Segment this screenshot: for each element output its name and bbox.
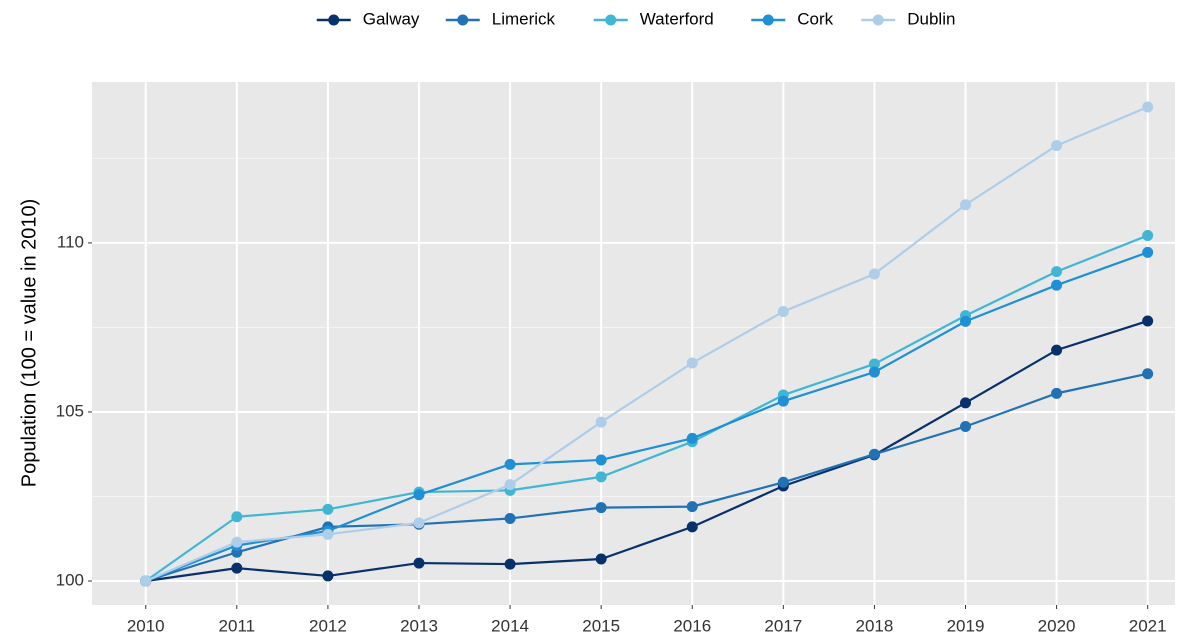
data-point (777, 306, 789, 318)
data-point (595, 454, 607, 466)
data-point (413, 489, 425, 501)
data-point (413, 557, 425, 569)
y-axis-label: Population (100 = value in 2010) (18, 199, 40, 488)
data-point (322, 570, 334, 582)
data-point (960, 420, 972, 432)
data-point (413, 517, 425, 529)
data-point (595, 502, 607, 514)
data-point (1142, 246, 1154, 258)
data-point (686, 432, 698, 444)
data-point (777, 395, 789, 407)
data-point (595, 416, 607, 428)
data-point (1051, 279, 1063, 291)
data-point (686, 521, 698, 533)
data-point (322, 528, 334, 540)
legend-marker (762, 14, 774, 26)
series-line (145, 106, 1149, 583)
data-point (1051, 387, 1063, 399)
x-tick-label: 2016 (673, 616, 711, 635)
x-tick-label: 2017 (764, 616, 802, 635)
plot-background (92, 82, 1175, 605)
x-tick-label: 2012 (309, 616, 347, 635)
x-tick-label: 2011 (219, 616, 256, 635)
data-point (686, 357, 698, 369)
series-line (145, 372, 1148, 583)
data-point (1051, 266, 1063, 278)
data-point (231, 511, 243, 523)
series-line (145, 319, 1149, 583)
data-point (1051, 140, 1063, 152)
data-point (1142, 315, 1154, 327)
legend-label: Limerick (492, 9, 556, 28)
data-point (868, 448, 880, 460)
data-point (777, 476, 789, 488)
data-point (1142, 101, 1154, 113)
legend-label: Galway (363, 9, 420, 28)
x-tick-label: 2020 (1038, 616, 1076, 635)
data-point (140, 575, 152, 587)
y-tick-label: 105 (56, 401, 84, 420)
data-point (868, 268, 880, 280)
data-point (504, 512, 516, 524)
y-tick-label: 110 (57, 232, 84, 251)
x-tick-label: 2013 (400, 616, 438, 635)
data-point (1142, 229, 1154, 241)
legend-label: Dublin (907, 9, 955, 28)
x-tick-label: 2015 (582, 616, 620, 635)
series-line (145, 234, 1149, 582)
data-point (1051, 344, 1063, 356)
legend-label: Cork (797, 9, 833, 28)
x-tick-label: 2019 (947, 616, 985, 635)
x-tick-label: 2010 (127, 616, 165, 635)
y-tick-label: 100 (56, 570, 84, 589)
data-point (231, 562, 243, 574)
x-tick-label: 2021 (1129, 616, 1167, 635)
x-tick-label: 2018 (856, 616, 894, 635)
data-point (595, 471, 607, 483)
data-point (322, 503, 334, 515)
data-point (960, 199, 972, 211)
legend-label: Waterford (640, 9, 714, 28)
legend-marker (457, 14, 469, 26)
series-line (145, 251, 1149, 583)
data-point (686, 501, 698, 513)
data-point (960, 315, 972, 327)
data-point (231, 536, 243, 548)
data-point (504, 458, 516, 470)
data-point (504, 558, 516, 570)
data-point (868, 358, 880, 370)
legend-marker (328, 14, 340, 26)
data-point (595, 553, 607, 565)
data-point (504, 479, 516, 491)
legend-marker (605, 14, 617, 26)
data-point (868, 366, 880, 378)
legend-marker (872, 14, 884, 26)
data-point (960, 397, 972, 409)
x-tick-label: 2014 (491, 616, 529, 635)
data-point (1142, 368, 1154, 380)
